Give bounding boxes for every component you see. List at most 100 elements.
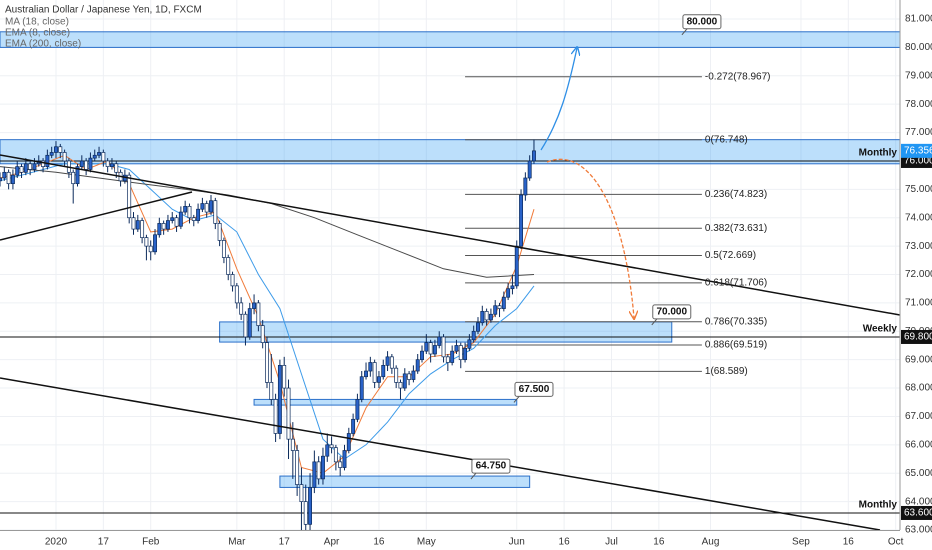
ma-line xyxy=(0,166,535,278)
level-price-label: 76.000 xyxy=(904,156,932,167)
candle-body xyxy=(131,217,136,230)
candle-body xyxy=(368,362,373,372)
candle-body xyxy=(493,305,498,315)
y-tick-label: 63.000 xyxy=(905,525,932,536)
candle-body xyxy=(381,365,386,378)
candle-body xyxy=(196,208,201,221)
candle-body xyxy=(49,152,54,156)
candle-body xyxy=(501,296,506,309)
candle-body xyxy=(187,206,192,219)
candle-body xyxy=(277,365,282,434)
candle-body xyxy=(101,152,106,162)
zone xyxy=(253,398,518,406)
candle-body xyxy=(174,217,179,227)
candle-body xyxy=(110,163,114,167)
candle-body xyxy=(135,220,140,230)
candle-body xyxy=(217,223,222,241)
legend-entry: MA (18, close) xyxy=(5,17,69,28)
candle-body xyxy=(355,399,360,420)
level-name: Weekly xyxy=(863,324,898,335)
candle-body xyxy=(148,245,153,253)
candle-body xyxy=(221,240,226,258)
candle-body xyxy=(523,177,528,196)
candle-body xyxy=(467,339,472,349)
candle-body xyxy=(282,365,287,389)
fib-label: 0.236(74.823) xyxy=(705,189,767,200)
x-tick-label: Apr xyxy=(324,537,340,548)
y-tick-label: 64.000 xyxy=(905,496,932,507)
legend-entry: EMA (200, close) xyxy=(5,39,81,50)
candle-body xyxy=(424,342,429,352)
y-tick-label: 78.000 xyxy=(905,99,932,110)
chart-title: Australian Dollar / Japanese Yen, 1D, FX… xyxy=(5,5,202,16)
time-axis-bg xyxy=(0,531,932,550)
candle-body xyxy=(437,336,442,346)
candle-body xyxy=(342,450,347,468)
x-tick-label: Aug xyxy=(702,537,720,548)
candle-body xyxy=(226,257,231,275)
candle-body xyxy=(428,342,433,355)
candle-body xyxy=(364,370,368,378)
candle-body xyxy=(204,203,209,213)
fib-label: -0.272(78.967) xyxy=(705,71,771,82)
last-price-label: 76.356 xyxy=(904,145,932,156)
level-price-box xyxy=(901,505,932,520)
candle-body xyxy=(372,362,377,383)
candle-body xyxy=(308,487,312,525)
candle-body xyxy=(41,160,46,167)
candle-body xyxy=(476,322,480,332)
candle-body xyxy=(359,376,364,400)
candle-body xyxy=(458,345,463,361)
y-tick-label: 72.000 xyxy=(905,269,932,280)
candle-body xyxy=(299,484,304,502)
candle-body xyxy=(234,285,239,304)
candle-body xyxy=(161,223,166,230)
candle-body xyxy=(45,154,50,167)
candle-body xyxy=(256,302,261,326)
candle-body xyxy=(23,163,28,173)
candle-body xyxy=(54,146,58,153)
candle-body xyxy=(441,336,446,358)
projection-arrow xyxy=(540,48,577,151)
candle-body xyxy=(312,461,317,488)
candle-body xyxy=(97,152,101,156)
candle-body xyxy=(532,150,536,162)
legend-entry: EMA (8, close) xyxy=(5,28,70,39)
zone-label: 80.000 xyxy=(687,16,718,27)
x-tick-label: Jun xyxy=(509,537,525,548)
trend-line xyxy=(0,377,881,531)
candle-body xyxy=(394,367,399,383)
candle-body xyxy=(269,382,274,400)
candle-body xyxy=(209,200,213,213)
candle-body xyxy=(273,399,278,434)
candle-body xyxy=(252,302,257,309)
candle-body xyxy=(28,163,33,170)
x-tick-label: 16 xyxy=(373,537,385,548)
candle-body xyxy=(58,146,63,153)
candle-body xyxy=(178,211,183,227)
y-tick-label: 79.000 xyxy=(905,70,932,81)
candle-body xyxy=(265,342,269,383)
level-name: Monthly xyxy=(859,500,898,511)
y-tick-label: 68.000 xyxy=(905,383,932,394)
candle-body xyxy=(325,444,330,457)
y-tick-label: 75.000 xyxy=(905,184,932,195)
candle-body xyxy=(303,501,308,525)
candle-body xyxy=(329,444,334,449)
zone-label: 64.750 xyxy=(476,461,507,472)
projection-arrow xyxy=(546,158,634,318)
x-tick-label: Mar xyxy=(228,537,246,548)
candle-body xyxy=(6,171,11,185)
zone xyxy=(0,139,901,165)
candle-body xyxy=(510,285,515,290)
candle-body xyxy=(454,345,459,352)
y-tick-label: 66.000 xyxy=(905,439,932,450)
candle-body xyxy=(286,387,291,440)
x-tick-label: 17 xyxy=(98,537,110,548)
candle-body xyxy=(407,373,412,380)
x-tick-label: 16 xyxy=(559,537,571,548)
candle-body xyxy=(484,311,489,321)
zone xyxy=(279,475,531,488)
level-price-label: 63.600 xyxy=(904,508,932,519)
